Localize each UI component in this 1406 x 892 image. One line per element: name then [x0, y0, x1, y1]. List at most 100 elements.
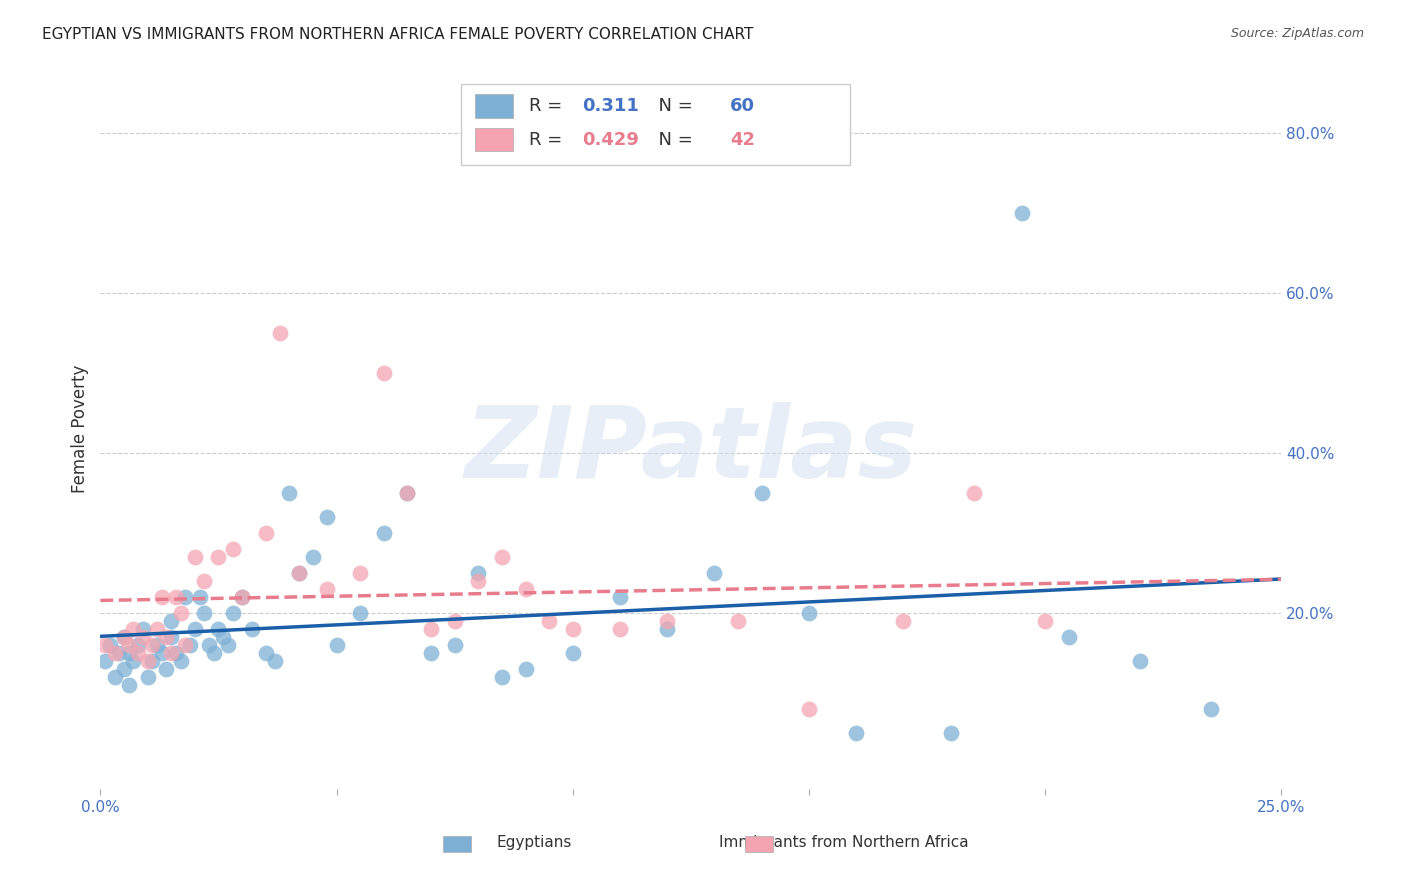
Point [217, 638, 239, 652]
Point [103, 670, 125, 684]
FancyBboxPatch shape [461, 85, 851, 165]
FancyBboxPatch shape [475, 128, 513, 152]
Point [609, 590, 631, 604]
Point [515, 662, 537, 676]
Point [561, 622, 583, 636]
Point [188, 590, 211, 604]
Point [165, 590, 187, 604]
Point [141, 654, 163, 668]
Point [287, 566, 309, 580]
Point [420, 622, 443, 636]
Point [349, 606, 371, 620]
Text: Immigrants from Northern Africa: Immigrants from Northern Africa [718, 836, 969, 850]
Text: Source: ZipAtlas.com: Source: ZipAtlas.com [1230, 27, 1364, 40]
Point [316, 509, 339, 524]
Point [1129, 654, 1152, 668]
Point [373, 366, 395, 380]
Point [198, 638, 221, 652]
Text: R =: R = [529, 97, 568, 115]
Point [174, 590, 197, 604]
Point [240, 622, 263, 636]
Text: R =: R = [529, 131, 568, 149]
Point [221, 541, 243, 556]
Text: N =: N = [647, 97, 699, 115]
Point [1199, 702, 1222, 716]
Point [538, 614, 561, 628]
Point [184, 622, 207, 636]
Point [112, 630, 135, 644]
Point [515, 582, 537, 596]
Point [136, 654, 159, 668]
Point [278, 486, 301, 500]
Point [893, 614, 915, 628]
Point [184, 549, 207, 564]
Point [1057, 630, 1080, 644]
Text: 0.311: 0.311 [582, 97, 640, 115]
Text: 60: 60 [730, 97, 755, 115]
Point [443, 614, 465, 628]
Point [269, 326, 291, 340]
Point [132, 630, 155, 644]
Point [264, 654, 287, 668]
Point [155, 630, 177, 644]
Point [373, 525, 395, 540]
Point [221, 606, 243, 620]
Point [112, 662, 135, 676]
Point [703, 566, 725, 580]
Point [94, 654, 117, 668]
Point [174, 638, 197, 652]
Point [112, 630, 135, 644]
Point [193, 606, 215, 620]
Point [231, 590, 253, 604]
Text: EGYPTIAN VS IMMIGRANTS FROM NORTHERN AFRICA FEMALE POVERTY CORRELATION CHART: EGYPTIAN VS IMMIGRANTS FROM NORTHERN AFR… [42, 27, 754, 42]
Point [127, 646, 149, 660]
Point [657, 622, 679, 636]
Point [98, 638, 121, 652]
Text: N =: N = [647, 131, 699, 149]
Point [561, 646, 583, 660]
Text: 0.429: 0.429 [582, 131, 640, 149]
Point [727, 614, 749, 628]
Text: ZIPatlas: ZIPatlas [464, 402, 918, 499]
Point [212, 630, 235, 644]
Point [132, 622, 155, 636]
Point [160, 630, 183, 644]
Point [146, 622, 169, 636]
Point [491, 549, 513, 564]
Point [657, 614, 679, 628]
Point [169, 606, 191, 620]
Point [287, 566, 309, 580]
Point [179, 638, 201, 652]
Point [103, 646, 125, 660]
Point [136, 670, 159, 684]
Point [254, 525, 277, 540]
Point [94, 638, 117, 652]
Point [202, 646, 225, 660]
FancyBboxPatch shape [475, 95, 513, 118]
Point [160, 614, 183, 628]
Point [165, 646, 187, 660]
Point [207, 622, 229, 636]
Point [118, 678, 141, 692]
Point [467, 566, 489, 580]
Point [751, 486, 773, 500]
Point [302, 549, 325, 564]
Point [1033, 614, 1056, 628]
Point [127, 638, 149, 652]
Point [1011, 205, 1033, 219]
Y-axis label: Female Poverty: Female Poverty [72, 365, 89, 493]
Point [396, 486, 419, 500]
Point [122, 654, 145, 668]
Point [491, 670, 513, 684]
Point [108, 646, 131, 660]
Point [609, 622, 631, 636]
Point [122, 622, 145, 636]
Point [963, 486, 986, 500]
Point [797, 702, 820, 716]
Point [150, 646, 173, 660]
Point [160, 646, 183, 660]
Point [349, 566, 371, 580]
Point [443, 638, 465, 652]
Point [316, 582, 339, 596]
Point [231, 590, 253, 604]
